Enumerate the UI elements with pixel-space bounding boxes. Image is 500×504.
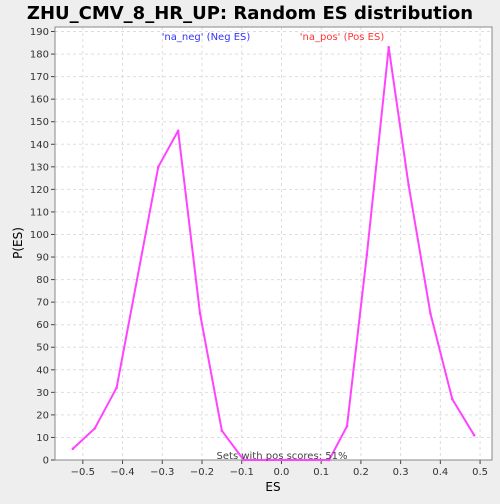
y-tick-label: 170 (30, 72, 49, 83)
y-tick-label: 60 (36, 320, 49, 331)
y-tick-label: 100 (30, 230, 49, 241)
x-tick-label: −0.3 (150, 467, 174, 478)
x-tick-label: 0.1 (313, 467, 329, 478)
y-tick-label: 20 (36, 410, 49, 421)
x-tick-label: −0.5 (71, 467, 95, 478)
y-tick-label: 180 (30, 50, 49, 61)
x-tick-label: −0.4 (110, 467, 134, 478)
data-point (157, 166, 160, 169)
y-tick-label: 160 (30, 95, 49, 106)
y-tick-label: 50 (36, 343, 49, 354)
legend-pos-label: 'na_pos' (Pos ES) (300, 32, 385, 43)
y-tick-label: 30 (36, 388, 49, 399)
y-tick-label: 120 (30, 185, 49, 196)
data-point (387, 46, 390, 49)
data-point (407, 184, 410, 187)
data-point (72, 447, 75, 450)
x-axis-label: ES (265, 480, 280, 494)
x-tick-label: 0.0 (273, 467, 289, 478)
chart-title: ZHU_CMV_8_HR_UP: Random ES distribution (27, 3, 473, 24)
data-point (473, 434, 476, 437)
x-tick-label: 0.2 (353, 467, 369, 478)
y-tick-label: 140 (30, 140, 49, 151)
y-tick-label: 190 (30, 27, 49, 38)
plot-background (55, 27, 492, 460)
y-tick-label: 90 (36, 253, 49, 264)
data-point (451, 398, 454, 401)
data-point (115, 387, 118, 390)
y-axis-label: P(ES) (11, 227, 25, 259)
y-tick-label: 70 (36, 298, 49, 309)
x-tick-label: −0.2 (190, 467, 214, 478)
annotation-pos-scores: Sets with pos scores: 51% (217, 451, 348, 462)
data-point (177, 129, 180, 132)
y-tick-label: 80 (36, 275, 49, 286)
data-point (93, 427, 96, 430)
data-point (366, 253, 369, 256)
x-tick-label: 0.5 (472, 467, 488, 478)
data-point (221, 429, 224, 432)
x-tick-label: 0.3 (393, 467, 409, 478)
legend-neg-label: 'na_neg' (Neg ES) (162, 32, 251, 43)
data-point (199, 312, 202, 315)
y-tick-label: 110 (30, 207, 49, 218)
y-tick-label: 150 (30, 117, 49, 128)
data-point (346, 425, 349, 428)
y-tick-label: 40 (36, 365, 49, 376)
x-tick-label: 0.4 (432, 467, 448, 478)
data-point (429, 312, 432, 315)
x-tick-label: −0.1 (230, 467, 254, 478)
y-tick-label: 10 (36, 433, 49, 444)
y-tick-label: 130 (30, 162, 49, 173)
y-tick-label: 0 (43, 456, 49, 467)
